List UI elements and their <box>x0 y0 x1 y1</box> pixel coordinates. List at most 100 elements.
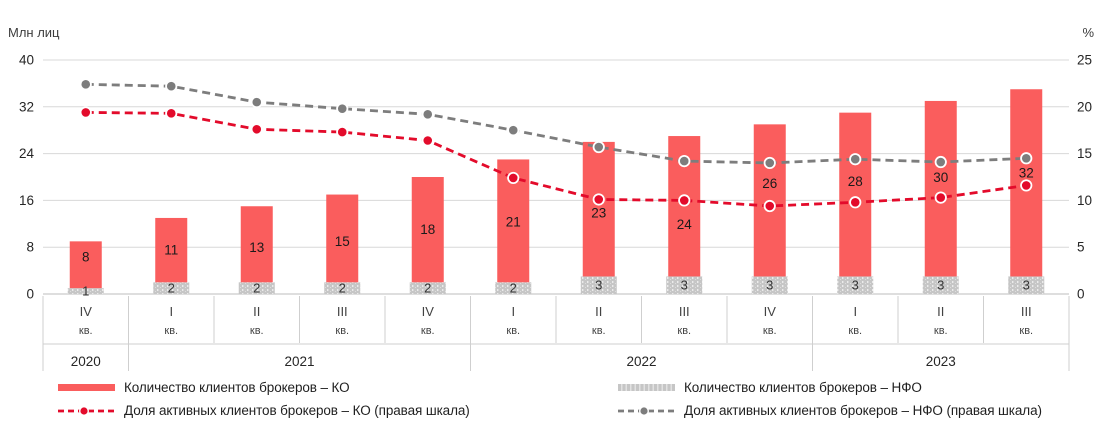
bar-label-ko: 11 <box>164 243 178 258</box>
bar-label-nfo: 2 <box>510 281 517 296</box>
bar-label-ko: 23 <box>591 206 606 221</box>
left-axis-tick-label: 32 <box>19 99 34 114</box>
right-axis-tick-label: 5 <box>1077 240 1085 255</box>
bar-segment-nfo <box>1008 276 1045 294</box>
line-marker <box>1020 179 1033 192</box>
quarter-label: IV <box>80 304 93 319</box>
legend-label-line-nfo: Доля активных клиентов брокеров – НФО (п… <box>684 403 1042 418</box>
line-marker <box>849 153 862 166</box>
bar-segment-ko <box>155 217 188 283</box>
bar-label-nfo: 3 <box>595 278 602 293</box>
left-axis-tick-label: 16 <box>19 193 34 208</box>
bar-label-nfo: 1 <box>82 284 89 299</box>
bar-segment-nfo <box>495 282 532 294</box>
right-axis-unit-label: % <box>1082 25 1094 40</box>
left-axis-unit-label: Млн лиц <box>8 25 60 40</box>
legend-label-bar-ko: Количество клиентов брокеров – КО <box>124 380 350 395</box>
bar-segment-nfo <box>153 282 190 294</box>
line-marker <box>336 125 349 139</box>
left-axis-tick-label: 0 <box>26 287 34 302</box>
bar-label-ko: 32 <box>1019 165 1034 180</box>
quarter-suffix-label: кв. <box>79 325 93 337</box>
quarter-label: III <box>679 304 690 319</box>
line-marker <box>934 155 947 169</box>
bar-segment-nfo <box>324 282 361 294</box>
bar-label-ko: 24 <box>677 217 693 232</box>
left-axis-tick-label: 24 <box>19 146 35 161</box>
line-marker <box>507 171 520 185</box>
right-axis-tick-label: 15 <box>1077 146 1092 161</box>
bar-segment-ko <box>326 194 359 283</box>
left-axis-tick-label: 40 <box>19 53 34 68</box>
quarter-suffix-label: кв. <box>506 325 520 337</box>
right-axis-tick-label: 25 <box>1077 53 1092 68</box>
bar-segment-ko <box>240 206 273 283</box>
bar-label-nfo: 3 <box>1023 278 1030 293</box>
quarter-label: II <box>253 304 260 319</box>
quarter-suffix-label: кв. <box>421 325 435 337</box>
legend-swatch-line-ko <box>58 405 115 417</box>
line-marker <box>763 156 776 170</box>
line-marker <box>592 193 605 206</box>
bar-label-nfo: 2 <box>168 281 175 296</box>
quarter-suffix-label: кв. <box>592 325 606 337</box>
line-marker <box>849 196 862 209</box>
right-axis-tick-label: 10 <box>1077 193 1092 208</box>
bar-label-ko: 15 <box>335 234 350 249</box>
bar-label-ko: 21 <box>506 214 521 229</box>
quarter-label: II <box>595 304 602 319</box>
quarter-suffix-label: кв. <box>677 325 691 337</box>
bar-label-nfo: 2 <box>253 281 260 296</box>
year-label: 2023 <box>926 354 956 369</box>
bar-label-ko: 8 <box>82 249 90 264</box>
legend-line-glyph <box>618 405 675 416</box>
quarter-suffix-label: кв. <box>848 325 862 337</box>
bar-segment-ko <box>411 177 444 283</box>
quarter-label: I <box>853 304 857 319</box>
bar-segment-nfo <box>409 282 446 294</box>
quarter-suffix-label: кв. <box>1019 325 1033 337</box>
line-marker <box>678 194 691 207</box>
line-marker <box>507 124 520 137</box>
quarter-label: III <box>337 304 348 319</box>
right-axis-tick-label: 0 <box>1077 287 1085 302</box>
line-marker <box>678 154 691 168</box>
year-label: 2021 <box>284 354 314 369</box>
quarter-label: IV <box>422 304 435 319</box>
line-marker <box>79 106 92 119</box>
bar-segment-nfo <box>67 288 104 294</box>
bar-label-ko: 13 <box>249 240 264 255</box>
line-marker <box>165 107 178 120</box>
bar-label-ko: 28 <box>848 174 863 189</box>
bar-label-nfo: 3 <box>937 278 944 293</box>
line-marker <box>421 134 434 147</box>
line-ko <box>85 111 1027 208</box>
bar-segment-nfo <box>922 276 959 294</box>
legend-swatch-bar-ko <box>58 384 115 391</box>
quarter-suffix-label: кв. <box>335 325 349 337</box>
line-marker <box>336 102 349 115</box>
line-marker <box>763 199 776 213</box>
bar-label-ko: 26 <box>762 176 777 191</box>
legend-item-bar-ko: Количество клиентов брокеров – КО <box>58 380 350 395</box>
line-nfo <box>85 82 1027 165</box>
bar-segment-ko <box>582 141 615 277</box>
bar-segment-ko <box>839 112 872 277</box>
year-label: 2020 <box>71 354 101 369</box>
line-marker <box>165 80 178 93</box>
bar-segment-nfo <box>238 282 275 294</box>
line-marker <box>250 96 263 109</box>
line-marker <box>1020 152 1033 165</box>
quarter-suffix-label: кв. <box>164 325 178 337</box>
legend-item-bar-nfo: Количество клиентов брокеров – НФО <box>618 380 922 395</box>
legend-label-line-ko: Доля активных клиентов брокеров – КО (пр… <box>124 403 470 418</box>
quarter-label: II <box>937 304 944 319</box>
bar-segment-nfo <box>837 276 874 294</box>
bar-segment-nfo <box>580 276 617 294</box>
bar-segment-ko <box>924 100 957 277</box>
quarter-suffix-label: кв. <box>250 325 264 337</box>
legend-line-glyph <box>58 405 115 416</box>
quarter-label: I <box>511 304 515 319</box>
